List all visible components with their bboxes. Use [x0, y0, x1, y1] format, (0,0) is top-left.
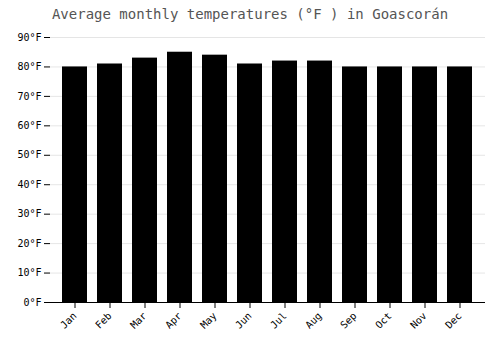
svg-text:Apr: Apr [163, 310, 184, 331]
svg-text:70°F: 70°F [17, 91, 41, 102]
svg-text:30°F: 30°F [17, 208, 41, 219]
svg-text:0°F: 0°F [23, 297, 41, 308]
svg-text:40°F: 40°F [17, 179, 41, 190]
svg-text:80°F: 80°F [17, 61, 41, 72]
svg-text:90°F: 90°F [17, 32, 41, 43]
svg-text:Feb: Feb [93, 310, 114, 331]
svg-text:60°F: 60°F [17, 120, 41, 131]
svg-text:Jan: Jan [58, 310, 79, 331]
svg-text:10°F: 10°F [17, 267, 41, 278]
svg-text:20°F: 20°F [17, 238, 41, 249]
svg-text:Aug: Aug [303, 310, 324, 331]
svg-text:May: May [198, 310, 219, 331]
html-text:Average monthly temperatures (: Average monthly temperatures (°F ) in Go… [51, 6, 449, 22]
svg-text:Mar: Mar [128, 310, 149, 331]
svg-text:Jul: Jul [268, 310, 289, 331]
svg-text:Oct: Oct [373, 310, 394, 331]
svg-text:Jun: Jun [233, 310, 254, 331]
svg-text:Nov: Nov [408, 310, 429, 331]
svg-text:Dec: Dec [443, 310, 464, 331]
svg-text:Sep: Sep [338, 310, 359, 331]
svg-text:50°F: 50°F [17, 149, 41, 160]
